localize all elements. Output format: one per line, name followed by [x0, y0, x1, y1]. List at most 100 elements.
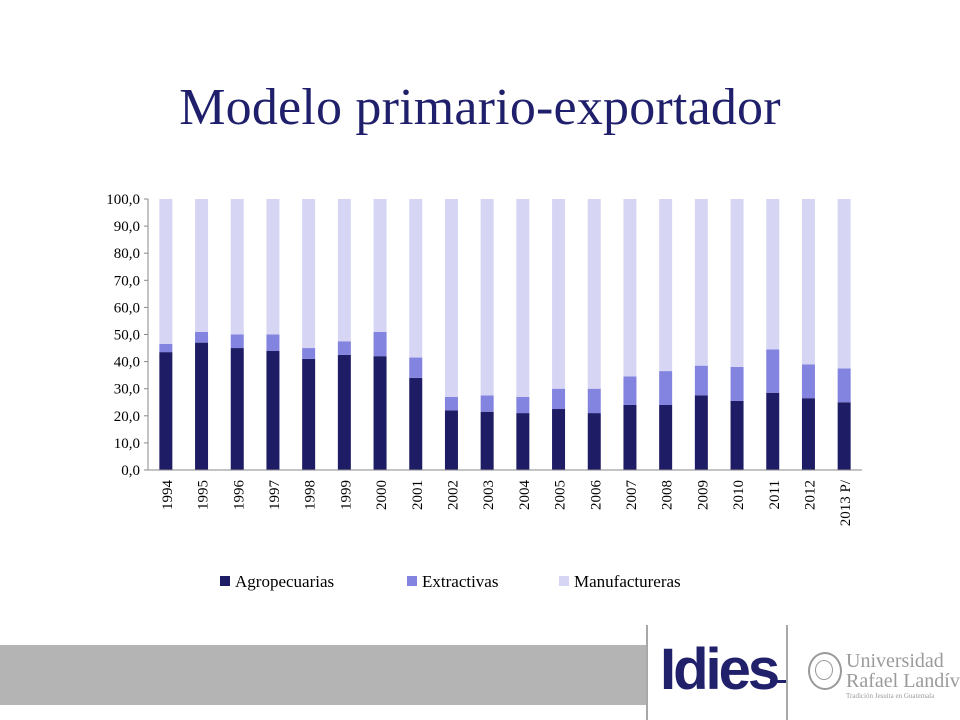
bar-segment — [516, 199, 530, 397]
y-tick-label: 30,0 — [114, 382, 140, 398]
legend-swatch — [220, 576, 230, 586]
legend-swatch — [559, 576, 569, 586]
bar-segment — [159, 352, 173, 470]
y-tick-label: 60,0 — [114, 300, 140, 316]
y-axis: 0,0 10,0 20,0 30,0 40,0 50,0 60,0 70,0 80,0 90,0 1… — [106, 192, 149, 479]
bar-segment — [694, 395, 708, 470]
bar-segment — [766, 199, 780, 350]
y-tick-label: 40,0 — [114, 355, 140, 371]
bar-segment — [230, 348, 244, 470]
legend-label: Agropecuarias — [235, 572, 334, 591]
bar-segment — [373, 199, 387, 332]
bar-segment — [552, 199, 566, 389]
bar-segment — [623, 376, 637, 405]
bar-segment — [195, 331, 209, 343]
bar-segment — [516, 396, 530, 414]
y-tick-label: 10,0 — [114, 436, 140, 452]
bar-segment — [480, 395, 494, 412]
bar-segment — [444, 410, 458, 470]
bar-segment — [266, 350, 280, 470]
bars — [159, 199, 851, 470]
bar-segment — [694, 199, 708, 366]
x-tick-label: 2006 — [588, 480, 604, 511]
x-tick-label: 2008 — [660, 480, 676, 510]
legend: Agropecuarias Extractivas Manufactureras — [220, 572, 681, 591]
x-tick-label: 1994 — [160, 480, 176, 511]
y-tick-label: 50,0 — [114, 328, 140, 344]
bar-segment — [480, 199, 494, 396]
x-tick-label: 1996 — [231, 480, 247, 511]
bar-segment — [195, 199, 209, 332]
bar-segment — [409, 377, 423, 470]
bar-segment — [302, 199, 316, 349]
bar-segment — [694, 365, 708, 396]
bar-segment — [230, 199, 244, 335]
bar-segment — [552, 409, 566, 470]
y-tick-label: 100,0 — [106, 192, 140, 208]
y-tick-label: 80,0 — [114, 246, 140, 262]
bar-segment — [587, 199, 601, 389]
bar-segment — [659, 371, 673, 405]
x-tick-label: 2007 — [624, 480, 640, 511]
y-tick-label: 0,0 — [121, 463, 140, 479]
divider-line — [646, 625, 648, 720]
bar-segment — [195, 342, 209, 470]
bar-segment — [659, 199, 673, 372]
bar-segment — [730, 367, 744, 401]
y-tick-label: 70,0 — [114, 273, 140, 289]
bar-segment — [373, 331, 387, 357]
legend-label: Extractivas — [422, 572, 498, 591]
bar-segment — [159, 199, 173, 344]
bar-segment — [230, 334, 244, 349]
bar-segment — [801, 199, 815, 365]
bar-segment — [266, 334, 280, 351]
bar-segment — [837, 199, 851, 369]
x-tick-label: 2010 — [731, 480, 747, 510]
bar-segment — [444, 199, 458, 397]
bar-segment — [587, 413, 601, 470]
y-tick-label: 90,0 — [114, 219, 140, 235]
bar-segment — [801, 398, 815, 470]
university-seal-icon — [808, 652, 842, 690]
bar-segment — [444, 396, 458, 411]
bar-segment — [552, 388, 566, 410]
x-tick-label: 2009 — [695, 480, 711, 510]
bar-segment — [337, 354, 351, 470]
bar-segment — [302, 348, 316, 359]
x-tick-label: 1999 — [338, 480, 354, 510]
x-tick-label: 2002 — [445, 480, 461, 510]
bar-segment — [516, 413, 530, 470]
bar-segment — [801, 364, 815, 399]
bar-segment — [337, 199, 351, 342]
slide-title: Modelo primario-exportador — [179, 79, 781, 136]
bar-segment — [659, 404, 673, 470]
x-tick-label: 2012 — [802, 480, 818, 510]
bar-segment — [266, 199, 280, 335]
university-tagline: Tradición Jesuita en Guatemala — [846, 692, 935, 700]
x-tick-label: 2005 — [553, 480, 569, 510]
bar-segment — [337, 341, 351, 355]
x-tick-label: 2003 — [481, 480, 497, 510]
x-tick-label: 1995 — [196, 480, 212, 510]
university-name-line2: Rafael Landívar — [846, 670, 960, 692]
bar-segment — [623, 404, 637, 470]
bar-segment — [480, 411, 494, 470]
bar-segment — [837, 368, 851, 403]
university-seal-inner — [815, 660, 833, 680]
idies-logo-dash — [770, 680, 786, 683]
bar-segment — [730, 400, 744, 470]
bar-segment — [766, 392, 780, 470]
idies-logo: Idies — [660, 637, 780, 702]
bar-segment — [587, 388, 601, 414]
x-tick-label: 2013 P/ — [838, 479, 854, 526]
x-tick-label: 2011 — [767, 480, 783, 509]
bar-segment — [302, 358, 316, 470]
bar-segment — [159, 343, 173, 353]
x-tick-label: 1997 — [267, 480, 283, 511]
x-tick-label: 2000 — [374, 480, 390, 510]
y-tick-label: 20,0 — [114, 409, 140, 425]
legend-label: Manufactureras — [574, 572, 681, 591]
x-tick-label: 2004 — [517, 480, 533, 511]
divider-line — [786, 625, 788, 720]
